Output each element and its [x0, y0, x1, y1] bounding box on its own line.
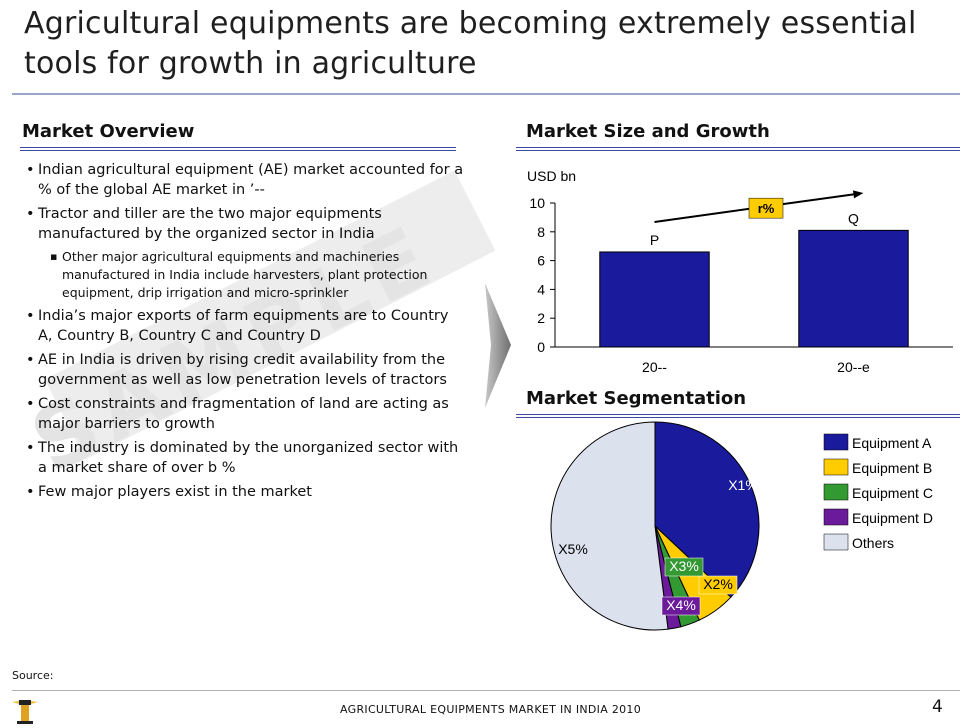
bullet-item: Tractor and tiller are the two major equ… [26, 204, 466, 244]
footer-divider [12, 690, 960, 691]
bullet-item: India’s major exports of farm equipments… [26, 306, 466, 346]
growth-rate-badge [748, 197, 784, 219]
market-overview-bullets: Indian agricultural equipment (AE) marke… [26, 160, 466, 506]
slice-label: X4% [666, 597, 696, 613]
slice-label: X3% [669, 558, 699, 574]
y-tick-label: 6 [537, 253, 545, 269]
bullet-item: Cost constraints and fragmentation of la… [26, 394, 466, 434]
legend-swatch [823, 458, 849, 476]
y-tick-label: 0 [537, 339, 545, 355]
bar [599, 251, 710, 348]
market-segmentation-divider [516, 414, 960, 418]
slice-label: X2% [703, 576, 733, 592]
page-number: 4 [932, 697, 943, 717]
legend-swatch [823, 508, 849, 526]
slide-title: Agricultural equipments are becoming ext… [24, 6, 917, 81]
legend-swatch [823, 483, 849, 501]
growth-arrow-head [852, 190, 864, 199]
market-segmentation-heading: Market Segmentation [526, 388, 747, 409]
legend-entry: Equipment C [852, 485, 933, 501]
legend-entry: Equipment D [852, 510, 933, 526]
slice-label-box [664, 557, 704, 577]
slice-label: X1% [728, 477, 758, 493]
x-tick-label: 20--e [837, 359, 870, 375]
y-axis-label: USD bn [527, 168, 576, 184]
market-overview-divider [20, 147, 456, 151]
slice-label-box [661, 596, 701, 616]
title-divider [12, 93, 960, 95]
market-segmentation-pie-chart: X1% X2%X3% X4% X5% Equipment A Equipment B Equ… [550, 421, 933, 631]
legend-entry: Equipment A [852, 435, 932, 451]
growth-rate-label: r% [758, 201, 775, 216]
x-tick-label: 20-- [642, 359, 667, 375]
lighthouse-logo-icon [12, 700, 38, 724]
bullet-item: Few major players exist in the market [26, 482, 466, 502]
market-size-bar-chart: USD bn 0 2 4 6 8 10 P 20-- Q 20--e r% [527, 168, 953, 375]
report-title-footer: AGRICULTURAL EQUIPMENTS MARKET IN INDIA … [340, 703, 642, 716]
pie-slice [654, 421, 760, 598]
legend-swatch [823, 433, 849, 451]
bar-data-label: Q [848, 210, 859, 226]
y-tick-label: 10 [529, 195, 545, 211]
market-size-heading: Market Size and Growth [526, 121, 770, 142]
bullet-item: AE in India is driven by rising credit a… [26, 350, 466, 390]
sub-bullet-item: Other major agricultural equipments and … [26, 248, 466, 302]
y-tick-label: 2 [537, 310, 545, 326]
market-overview-heading: Market Overview [22, 121, 195, 142]
source-note: Source: [12, 669, 54, 682]
y-tick-label: 8 [537, 224, 545, 240]
y-tick-label: 4 [537, 281, 545, 297]
bar [798, 229, 909, 348]
legend-swatch [823, 533, 849, 551]
slice-label: X5% [558, 541, 588, 557]
pie-slice [550, 421, 669, 631]
chevron-right-icon [485, 283, 511, 408]
market-size-divider [516, 147, 960, 151]
bullet-item: The industry is dominated by the unorgan… [26, 438, 466, 478]
bar-data-label: P [650, 232, 659, 248]
bullet-item: Indian agricultural equipment (AE) marke… [26, 160, 466, 200]
slice-label-box [698, 575, 738, 595]
legend-entry: Equipment B [852, 460, 932, 476]
legend-entry: Others [852, 535, 894, 551]
